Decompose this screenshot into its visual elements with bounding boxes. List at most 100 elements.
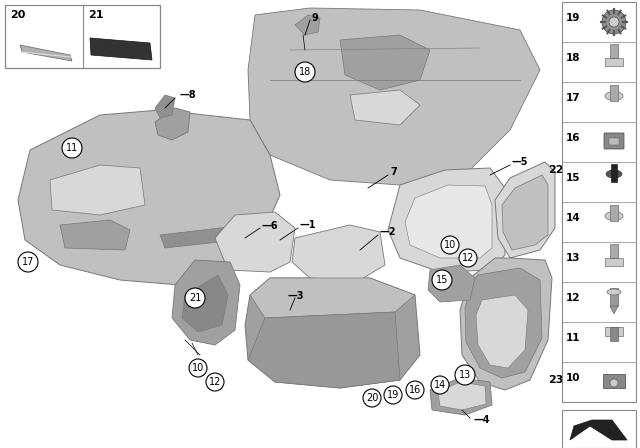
- Circle shape: [62, 138, 82, 158]
- Polygon shape: [18, 110, 280, 285]
- Polygon shape: [50, 165, 145, 215]
- Polygon shape: [438, 382, 486, 410]
- Circle shape: [431, 376, 449, 394]
- FancyBboxPatch shape: [610, 85, 618, 101]
- Text: —8: —8: [180, 90, 196, 100]
- Polygon shape: [495, 162, 555, 258]
- Circle shape: [609, 17, 619, 27]
- Polygon shape: [155, 108, 190, 140]
- Text: 7: 7: [390, 167, 397, 177]
- Polygon shape: [405, 185, 492, 258]
- Circle shape: [441, 236, 459, 254]
- Circle shape: [602, 10, 626, 34]
- Polygon shape: [248, 8, 540, 185]
- Text: —6: —6: [262, 221, 278, 231]
- Text: 20: 20: [10, 10, 26, 20]
- Text: 12: 12: [209, 377, 221, 387]
- Text: 15: 15: [436, 275, 448, 285]
- Polygon shape: [465, 268, 542, 378]
- Circle shape: [185, 288, 205, 308]
- Text: 19: 19: [387, 390, 399, 400]
- Polygon shape: [388, 168, 505, 272]
- Text: 20: 20: [366, 393, 378, 403]
- Polygon shape: [155, 95, 175, 118]
- FancyBboxPatch shape: [562, 410, 636, 448]
- FancyBboxPatch shape: [610, 327, 618, 341]
- Text: 21: 21: [88, 10, 104, 20]
- Ellipse shape: [606, 170, 622, 178]
- Text: 16: 16: [409, 385, 421, 395]
- Text: 11: 11: [566, 333, 580, 343]
- Ellipse shape: [605, 91, 623, 100]
- Circle shape: [455, 365, 475, 385]
- FancyBboxPatch shape: [605, 327, 623, 336]
- Circle shape: [459, 249, 477, 267]
- Polygon shape: [570, 420, 627, 440]
- Ellipse shape: [607, 289, 621, 295]
- Polygon shape: [60, 220, 130, 250]
- Text: 12: 12: [462, 253, 474, 263]
- Text: 10: 10: [192, 363, 204, 373]
- FancyBboxPatch shape: [610, 288, 618, 306]
- Text: 11: 11: [66, 143, 78, 153]
- Text: 19: 19: [566, 13, 580, 23]
- Text: 13: 13: [459, 370, 471, 380]
- Polygon shape: [295, 15, 320, 35]
- FancyBboxPatch shape: [611, 164, 617, 182]
- Text: 17: 17: [22, 257, 34, 267]
- Polygon shape: [430, 378, 492, 415]
- FancyBboxPatch shape: [605, 58, 623, 66]
- FancyBboxPatch shape: [610, 44, 618, 58]
- Circle shape: [206, 373, 224, 391]
- Text: 9: 9: [312, 13, 319, 23]
- Text: 14: 14: [434, 380, 446, 390]
- Text: —1: —1: [300, 220, 317, 230]
- FancyBboxPatch shape: [603, 374, 625, 388]
- Polygon shape: [610, 306, 618, 314]
- Text: 22: 22: [548, 165, 563, 175]
- Polygon shape: [245, 278, 420, 388]
- Text: 15: 15: [566, 173, 580, 183]
- Text: 10: 10: [566, 373, 580, 383]
- Circle shape: [295, 62, 315, 82]
- Polygon shape: [502, 175, 548, 250]
- Polygon shape: [90, 38, 152, 60]
- Text: 14: 14: [566, 213, 580, 223]
- Circle shape: [432, 270, 452, 290]
- Text: 18: 18: [299, 67, 311, 77]
- Ellipse shape: [605, 211, 623, 220]
- Text: 13: 13: [566, 253, 580, 263]
- FancyBboxPatch shape: [604, 133, 624, 149]
- Text: 21: 21: [189, 293, 201, 303]
- Polygon shape: [340, 35, 430, 90]
- FancyBboxPatch shape: [610, 244, 618, 258]
- FancyBboxPatch shape: [605, 258, 623, 266]
- Circle shape: [406, 381, 424, 399]
- Polygon shape: [215, 212, 295, 272]
- Circle shape: [189, 359, 207, 377]
- FancyBboxPatch shape: [610, 205, 618, 221]
- Polygon shape: [248, 312, 400, 388]
- Text: 10: 10: [444, 240, 456, 250]
- Text: 18: 18: [566, 53, 580, 63]
- Text: 23: 23: [548, 375, 563, 385]
- FancyBboxPatch shape: [5, 5, 160, 68]
- Polygon shape: [172, 260, 240, 345]
- Polygon shape: [20, 45, 72, 61]
- FancyBboxPatch shape: [609, 138, 619, 145]
- Polygon shape: [250, 278, 415, 318]
- Circle shape: [18, 252, 38, 272]
- Text: —2: —2: [380, 227, 397, 237]
- Text: 17: 17: [566, 93, 580, 103]
- FancyBboxPatch shape: [562, 2, 636, 402]
- Text: 12: 12: [566, 293, 580, 303]
- Polygon shape: [476, 295, 528, 368]
- Text: 16: 16: [566, 133, 580, 143]
- Text: —3: —3: [288, 291, 305, 301]
- Polygon shape: [182, 275, 228, 332]
- Text: —4: —4: [473, 415, 490, 425]
- Polygon shape: [292, 225, 385, 280]
- Circle shape: [384, 386, 402, 404]
- Polygon shape: [460, 258, 552, 390]
- Polygon shape: [160, 225, 255, 248]
